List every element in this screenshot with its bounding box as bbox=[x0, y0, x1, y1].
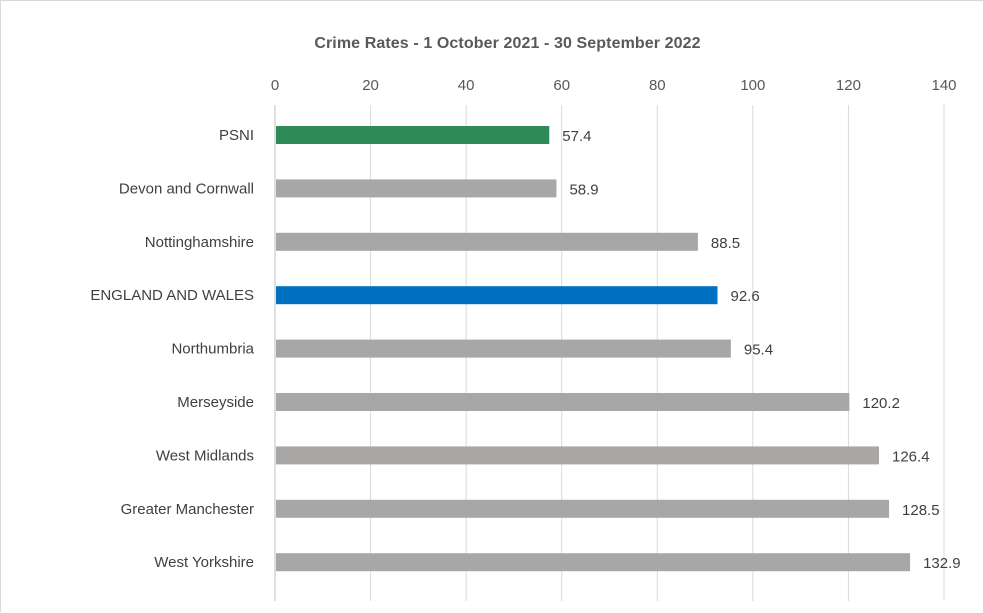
bar bbox=[276, 446, 880, 465]
category-label: PSNI bbox=[219, 127, 254, 144]
chart-title: Crime Rates - 1 October 2021 - 30 Septem… bbox=[314, 35, 701, 52]
x-tick-label: 60 bbox=[553, 77, 570, 94]
category-label: Devon and Cornwall bbox=[119, 180, 254, 197]
bar bbox=[276, 126, 550, 144]
x-tick-label: 80 bbox=[649, 77, 666, 94]
data-label: 88.5 bbox=[711, 235, 740, 252]
bar bbox=[276, 286, 718, 305]
data-label: 120.2 bbox=[862, 395, 900, 412]
bar bbox=[276, 393, 850, 411]
data-label: 95.4 bbox=[744, 342, 773, 359]
category-label: ENGLAND AND WALES bbox=[90, 287, 254, 304]
category-label: Nottinghamshire bbox=[145, 234, 254, 251]
data-label: 126.4 bbox=[892, 448, 930, 465]
data-label: 92.6 bbox=[730, 288, 759, 305]
bar bbox=[276, 499, 890, 518]
bar bbox=[276, 553, 911, 572]
x-tick-label: 40 bbox=[458, 77, 475, 94]
data-label: 58.9 bbox=[569, 181, 598, 198]
x-tick-label: 20 bbox=[362, 77, 379, 94]
x-tick-label: 120 bbox=[836, 77, 861, 94]
data-label: 57.4 bbox=[562, 128, 591, 145]
x-tick-label: 100 bbox=[740, 77, 765, 94]
bar bbox=[276, 232, 698, 251]
x-tick-label: 0 bbox=[271, 77, 279, 94]
category-label: West Midlands bbox=[156, 447, 254, 464]
data-label: 132.9 bbox=[923, 555, 961, 572]
bar bbox=[276, 179, 557, 198]
category-label: Merseyside bbox=[177, 394, 254, 411]
x-tick-label: 140 bbox=[931, 77, 956, 94]
category-label: West Yorkshire bbox=[154, 554, 254, 571]
data-label: 128.5 bbox=[902, 502, 940, 519]
bar bbox=[276, 339, 731, 358]
category-label: Northumbria bbox=[171, 341, 254, 358]
category-label: Greater Manchester bbox=[121, 501, 254, 518]
